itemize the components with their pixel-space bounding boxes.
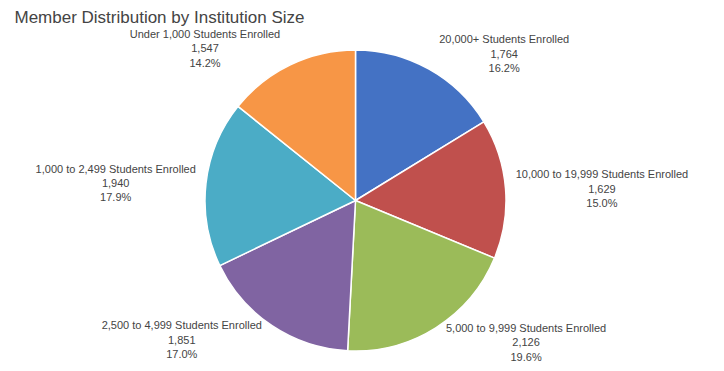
svg-text:10,000 to 19,999 Students Enro: 10,000 to 19,999 Students Enrolled1,6291… <box>516 168 688 209</box>
svg-text:Member Distribution by Institu: Member Distribution by Institution Size <box>14 8 304 27</box>
svg-text:2,500 to 4,999 Students Enroll: 2,500 to 4,999 Students Enrolled1,85117.… <box>102 319 262 360</box>
svg-text:Under 1,000 Students Enrolled1: Under 1,000 Students Enrolled1,54714.2% <box>130 28 280 69</box>
svg-text:1,000 to 2,499 Students Enroll: 1,000 to 2,499 Students Enrolled1,94017.… <box>36 163 196 204</box>
svg-text:5,000 to 9,999 Students Enroll: 5,000 to 9,999 Students Enrolled2,12619.… <box>446 322 606 363</box>
svg-text:20,000+ Students Enrolled1,764: 20,000+ Students Enrolled1,76416.2% <box>439 33 569 74</box>
